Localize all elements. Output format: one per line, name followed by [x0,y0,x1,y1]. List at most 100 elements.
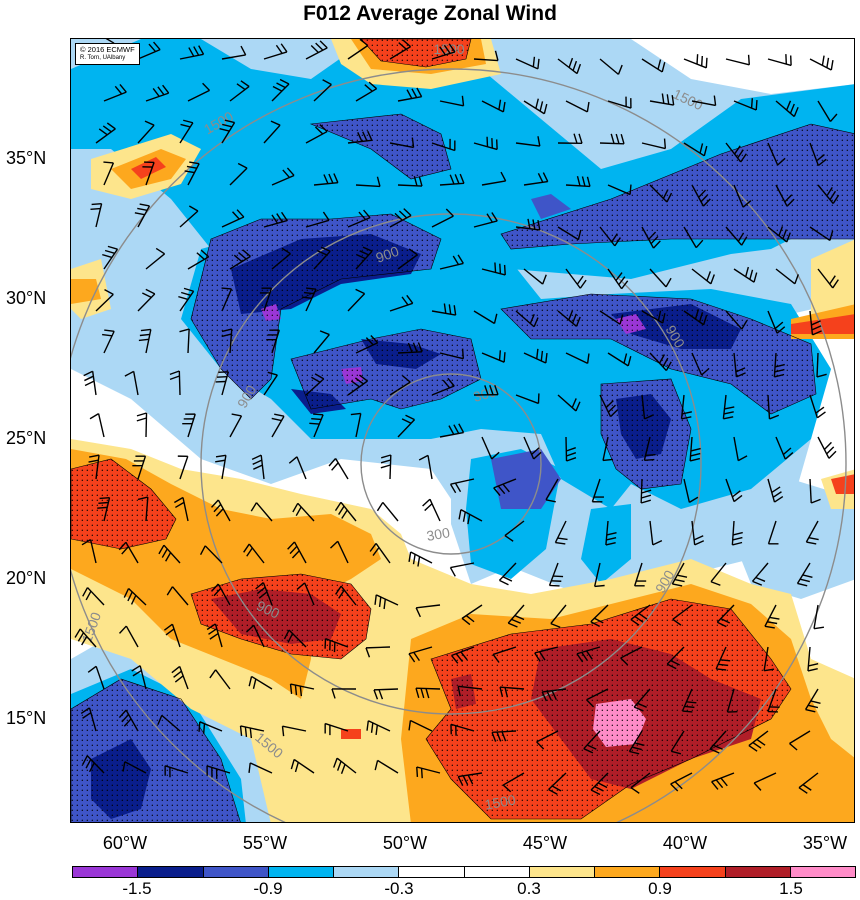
wind-barb [333,757,357,774]
wind-barb [722,394,735,420]
wind-field-plot: 3003009009009009009001500150015001500150… [71,39,854,822]
wind-barb [767,478,784,503]
wind-barb [515,310,539,328]
wind-barb [380,454,392,480]
wind-barb [229,80,250,102]
wind-barb [248,675,273,690]
wind-barbs [74,39,840,796]
colorbar-label-0_9: 0.9 [648,879,672,898]
wind-barb [169,370,181,396]
wind-barb [725,142,747,163]
wind-barb [173,496,189,522]
wind-barb [243,543,265,564]
wind-barb [767,688,780,713]
wind-barb [711,772,735,790]
wind-barb [725,226,748,246]
wind-barb [748,730,769,752]
wind-barb [599,394,619,418]
wind-barb [607,352,632,367]
wind-barb [481,350,506,363]
colorbar-swatch [529,867,595,877]
wind-barb [733,436,748,462]
wind-barb [499,686,525,698]
wind-barb [716,604,735,628]
lat-label-20n: 20°N [6,568,47,588]
wind-barb [88,454,100,480]
wind-barb [397,248,418,270]
wind-barb [523,98,548,115]
wind-barb [649,93,675,106]
wind-barb [649,352,672,372]
wind-barb [431,208,454,228]
wind-barb [641,394,654,420]
wind-barb [481,99,506,113]
wind-barb [179,45,205,60]
wind-barb [137,41,161,60]
lat-label-25n: 25°N [6,428,47,448]
wind-barb [813,604,825,630]
wind-barb [534,646,559,662]
wind-barb [715,646,731,671]
wind-barb [138,328,152,354]
wind-barb [246,624,265,648]
wind-barb [733,184,752,208]
wind-barb [691,352,710,376]
wind-barb [763,646,775,672]
lon-label-50w: 50°W [382,833,428,853]
wind-barb [641,58,666,73]
wind-barb [583,730,601,754]
wind-barb [287,541,307,564]
wind-barb [557,57,582,75]
wind-barb [74,628,97,648]
wind-barb [775,436,794,460]
wind-barb [80,707,97,732]
colorbar-swatch [334,867,400,877]
wind-barb [557,394,581,412]
wind-barb [184,161,200,186]
wind-barb [775,184,795,207]
wind-barb [81,539,97,564]
wind-barb [681,688,697,713]
wind-barb [683,54,708,69]
wind-barb [590,772,609,796]
wind-barb [102,329,115,354]
wind-barb [671,562,688,587]
wind-barb [641,226,661,249]
wind-barb [683,142,708,157]
wind-barb [355,176,381,188]
wind-barb [289,683,315,697]
colorbar-label-neg0_3: -0.3 [384,879,414,898]
wind-barb [541,688,567,702]
wind-barb [374,759,399,774]
colorbar-swatch [595,867,661,877]
wind-barb [331,688,357,699]
wind-barb [255,582,273,606]
wind-barb [643,436,656,462]
wind-barb [431,377,455,396]
wind-barb [408,719,433,732]
wind-barb [515,393,540,405]
wind-barb [431,303,457,316]
wind-barb [733,352,746,378]
wind-barb [137,288,156,312]
wind-barb [211,583,231,606]
wind-barb [431,138,456,152]
wind-barb [330,540,349,564]
wind-barb [137,496,149,522]
range-ring-label: 1500 [483,791,517,812]
wind-barb [557,310,581,327]
wind-barb [817,100,838,123]
wind-barb [132,455,147,480]
wind-barb [753,772,777,791]
wind-barb [817,268,839,289]
wind-barb [215,371,229,396]
wind-barb [313,246,331,270]
wind-barb [313,330,330,354]
wind-barb [355,335,379,354]
wind-barb [296,582,315,606]
wind-barb [271,247,291,270]
stippling [71,39,854,822]
wind-barb [504,520,525,542]
wind-barb [137,120,155,144]
wind-barb [691,268,715,285]
